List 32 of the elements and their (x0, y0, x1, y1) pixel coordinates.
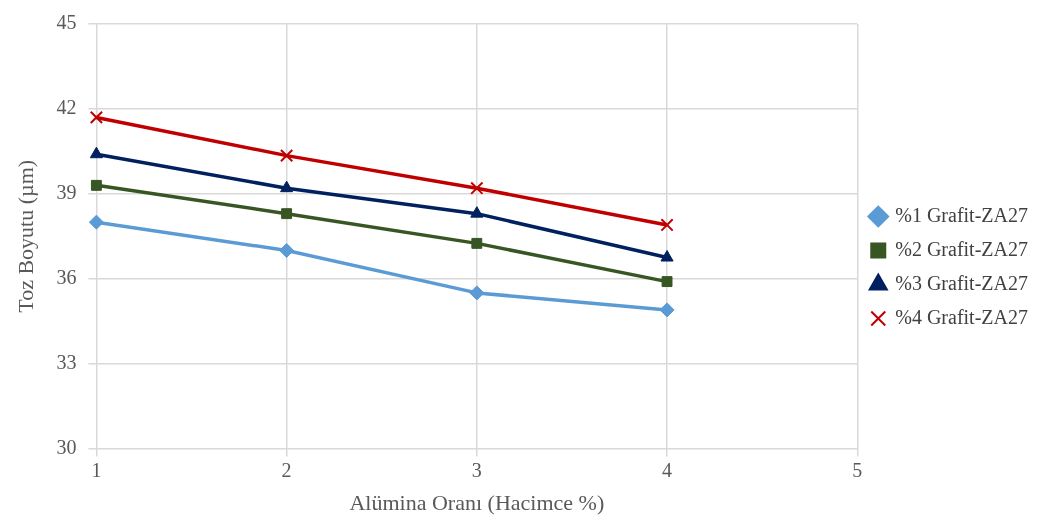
point (281, 208, 293, 220)
point (279, 242, 295, 258)
x-tick-label: 3 (471, 458, 482, 481)
point (660, 218, 674, 232)
legend-label: %4 Grafit-ZA27 (895, 305, 1028, 328)
x-axis-title: Alümina Oranı (Hacimce %) (349, 489, 605, 515)
x-tick-label: 4 (662, 458, 673, 481)
point (470, 181, 484, 195)
point (660, 250, 674, 262)
y-tick-label: 30 (56, 435, 77, 458)
point (279, 148, 294, 163)
y-tick-label: 42 (56, 96, 77, 119)
y-tick-label: 39 (56, 181, 77, 204)
legend-label: %2 Grafit-ZA27 (895, 237, 1028, 260)
point (280, 180, 294, 193)
point (88, 214, 104, 230)
point (661, 276, 673, 288)
point (470, 206, 484, 218)
x-tick-label: 2 (281, 458, 292, 481)
x-tick-label: 1 (91, 458, 102, 481)
point (90, 179, 102, 191)
point (471, 237, 483, 249)
y-tick-label: 33 (56, 350, 77, 373)
x-tick-label: 5 (852, 458, 863, 481)
point (659, 302, 675, 318)
y-axis-title: Toz Boyutu (µm) (12, 159, 38, 313)
point (89, 146, 103, 159)
legend-label: %3 Grafit-ZA27 (895, 271, 1028, 294)
legend-label: %1 Grafit-ZA27 (895, 203, 1028, 226)
y-tick-label: 36 (56, 266, 77, 289)
point (469, 285, 485, 301)
y-tick-label: 45 (56, 11, 77, 34)
